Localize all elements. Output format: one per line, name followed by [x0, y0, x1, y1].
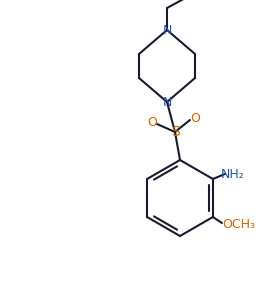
Text: NH₂: NH₂ — [221, 168, 245, 181]
Text: N: N — [162, 96, 172, 109]
Text: O: O — [147, 115, 157, 128]
Text: OCH₃: OCH₃ — [222, 219, 255, 232]
Text: O: O — [190, 111, 200, 124]
Text: N: N — [162, 24, 172, 37]
Text: S: S — [171, 125, 179, 139]
